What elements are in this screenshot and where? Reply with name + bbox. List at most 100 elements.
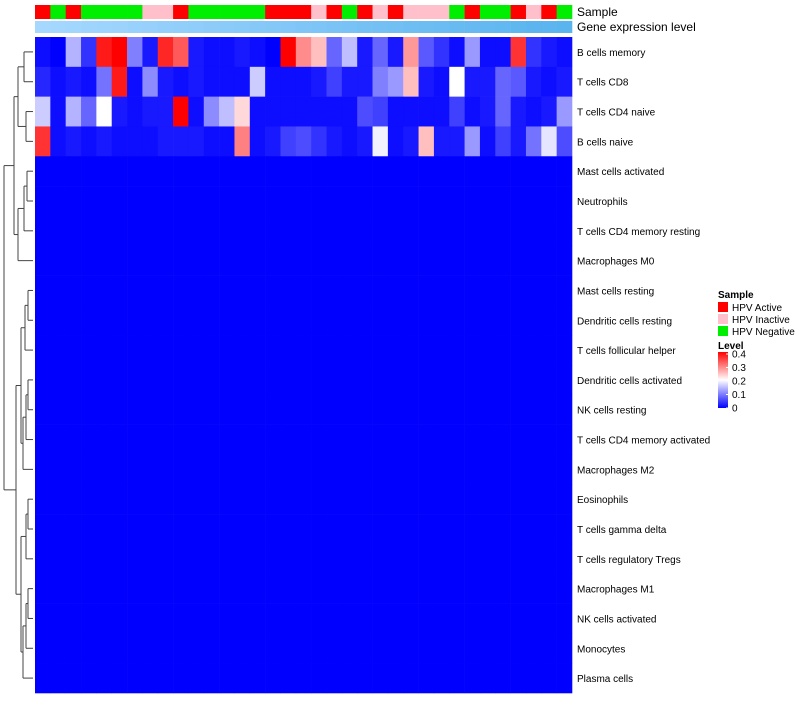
- heatmap-cell: [111, 365, 128, 396]
- heatmap-cell: [418, 514, 435, 545]
- heatmap-cell: [127, 245, 143, 276]
- heatmap-cell: [111, 335, 128, 366]
- heatmap-cell: [81, 663, 97, 694]
- heatmap-cell: [433, 156, 450, 187]
- heatmap-cell: [188, 37, 205, 68]
- heatmap-cell: [311, 394, 327, 425]
- heatmap-cell: [479, 394, 496, 425]
- heatmap-cell: [525, 484, 542, 515]
- heatmap-cell: [280, 543, 297, 575]
- heatmap-cell: [234, 424, 251, 455]
- heatmap-cell: [188, 126, 205, 157]
- heatmap-cell: [157, 335, 174, 366]
- heatmap-cell: [464, 335, 481, 366]
- heatmap-cell: [173, 96, 189, 127]
- heatmap-cell: [556, 514, 573, 545]
- heatmap-cell: [35, 275, 51, 306]
- heatmap-cell: [96, 245, 113, 276]
- heatmap-cell: [464, 603, 481, 634]
- heatmap-cell: [541, 156, 557, 187]
- legend-level-ticks: 0.4 0.3 0.2 0.1 0: [726, 350, 746, 415]
- heatmap-cell: [219, 66, 235, 97]
- heatmap-cell: [157, 365, 174, 396]
- heatmap-cell: [265, 663, 281, 694]
- heatmap-cell: [96, 394, 113, 425]
- row-label: B cells memory: [577, 48, 645, 59]
- heatmap-cell: [295, 305, 312, 336]
- heatmap-cell: [111, 66, 128, 97]
- heatmap-cell: [265, 633, 281, 664]
- heatmap-cell: [188, 215, 205, 247]
- heatmap-cell: [203, 96, 220, 127]
- heatmap-cell: [157, 275, 174, 306]
- heatmap-cell: [326, 335, 343, 366]
- row-label: Dendritic cells activated: [577, 376, 682, 387]
- heatmap-cell: [234, 275, 251, 306]
- heatmap-cell: [65, 275, 82, 306]
- heatmap-cell: [142, 663, 159, 694]
- heatmap-cell: [387, 156, 404, 187]
- heatmap-cell: [418, 394, 435, 425]
- heatmap-cell: [96, 156, 113, 187]
- gene-expression-annotation-cell: [326, 21, 343, 33]
- heatmap-cell: [265, 37, 281, 68]
- heatmap-cell: [341, 633, 358, 664]
- heatmap-cell: [311, 633, 327, 664]
- heatmap-cell: [403, 394, 419, 425]
- heatmap-cell: [173, 186, 189, 217]
- heatmap-cell: [111, 484, 128, 515]
- heatmap-cell: [280, 365, 297, 396]
- heatmap-cell: [173, 275, 189, 306]
- heatmap-cell: [449, 156, 465, 187]
- heatmap-cell: [249, 603, 266, 634]
- heatmap-cell: [127, 424, 143, 455]
- heatmap-cell: [510, 245, 527, 276]
- heatmap-cell: [326, 156, 343, 187]
- heatmap-cell: [173, 365, 189, 396]
- heatmap-cell: [372, 215, 389, 247]
- heatmap-cell: [280, 394, 297, 425]
- heatmap-cell: [387, 96, 404, 127]
- gene-expression-annotation-cell: [188, 21, 205, 33]
- heatmap-cell: [541, 663, 557, 694]
- heatmap-cell: [219, 573, 235, 604]
- heatmap-cell: [387, 215, 404, 247]
- heatmap-cell: [203, 633, 220, 664]
- heatmap-cell: [173, 305, 189, 336]
- heatmap-cell: [203, 365, 220, 396]
- heatmap-cell: [203, 126, 220, 157]
- heatmap-cell: [142, 603, 159, 634]
- heatmap-cell: [173, 37, 189, 68]
- heatmap-cell: [249, 573, 266, 604]
- gene-expression-annotation-cell: [403, 21, 419, 33]
- heatmap-cell: [81, 275, 97, 306]
- heatmap-cell: [234, 514, 251, 545]
- heatmap-cell: [525, 454, 542, 485]
- heatmap-cell: [311, 484, 327, 515]
- heatmap-cell: [142, 156, 159, 187]
- row-label: T cells CD8: [577, 78, 629, 89]
- heatmap-cell: [265, 514, 281, 545]
- heatmap-cell: [556, 305, 573, 336]
- heatmap-cell: [65, 245, 82, 276]
- heatmap-cell: [311, 37, 327, 68]
- heatmap-cell: [35, 394, 51, 425]
- heatmap-cell: [142, 424, 159, 455]
- heatmap-cell: [81, 365, 97, 396]
- heatmap-cell: [295, 126, 312, 157]
- sample-annotation-cell: [96, 5, 113, 19]
- heatmap-cell: [372, 365, 389, 396]
- heatmap-cell: [357, 663, 373, 694]
- heatmap-cell: [449, 454, 465, 485]
- heatmap-cell: [510, 305, 527, 336]
- heatmap-cell: [495, 394, 511, 425]
- heatmap-cell: [311, 186, 327, 217]
- heatmap-cell: [341, 365, 358, 396]
- heatmap-cell: [249, 215, 266, 247]
- heatmap-cell: [510, 543, 527, 575]
- heatmap-cell: [326, 603, 343, 634]
- heatmap-cell: [188, 454, 205, 485]
- sample-annotation-cell: [111, 5, 128, 19]
- heatmap-cell: [556, 66, 573, 97]
- heatmap-cell: [479, 215, 496, 247]
